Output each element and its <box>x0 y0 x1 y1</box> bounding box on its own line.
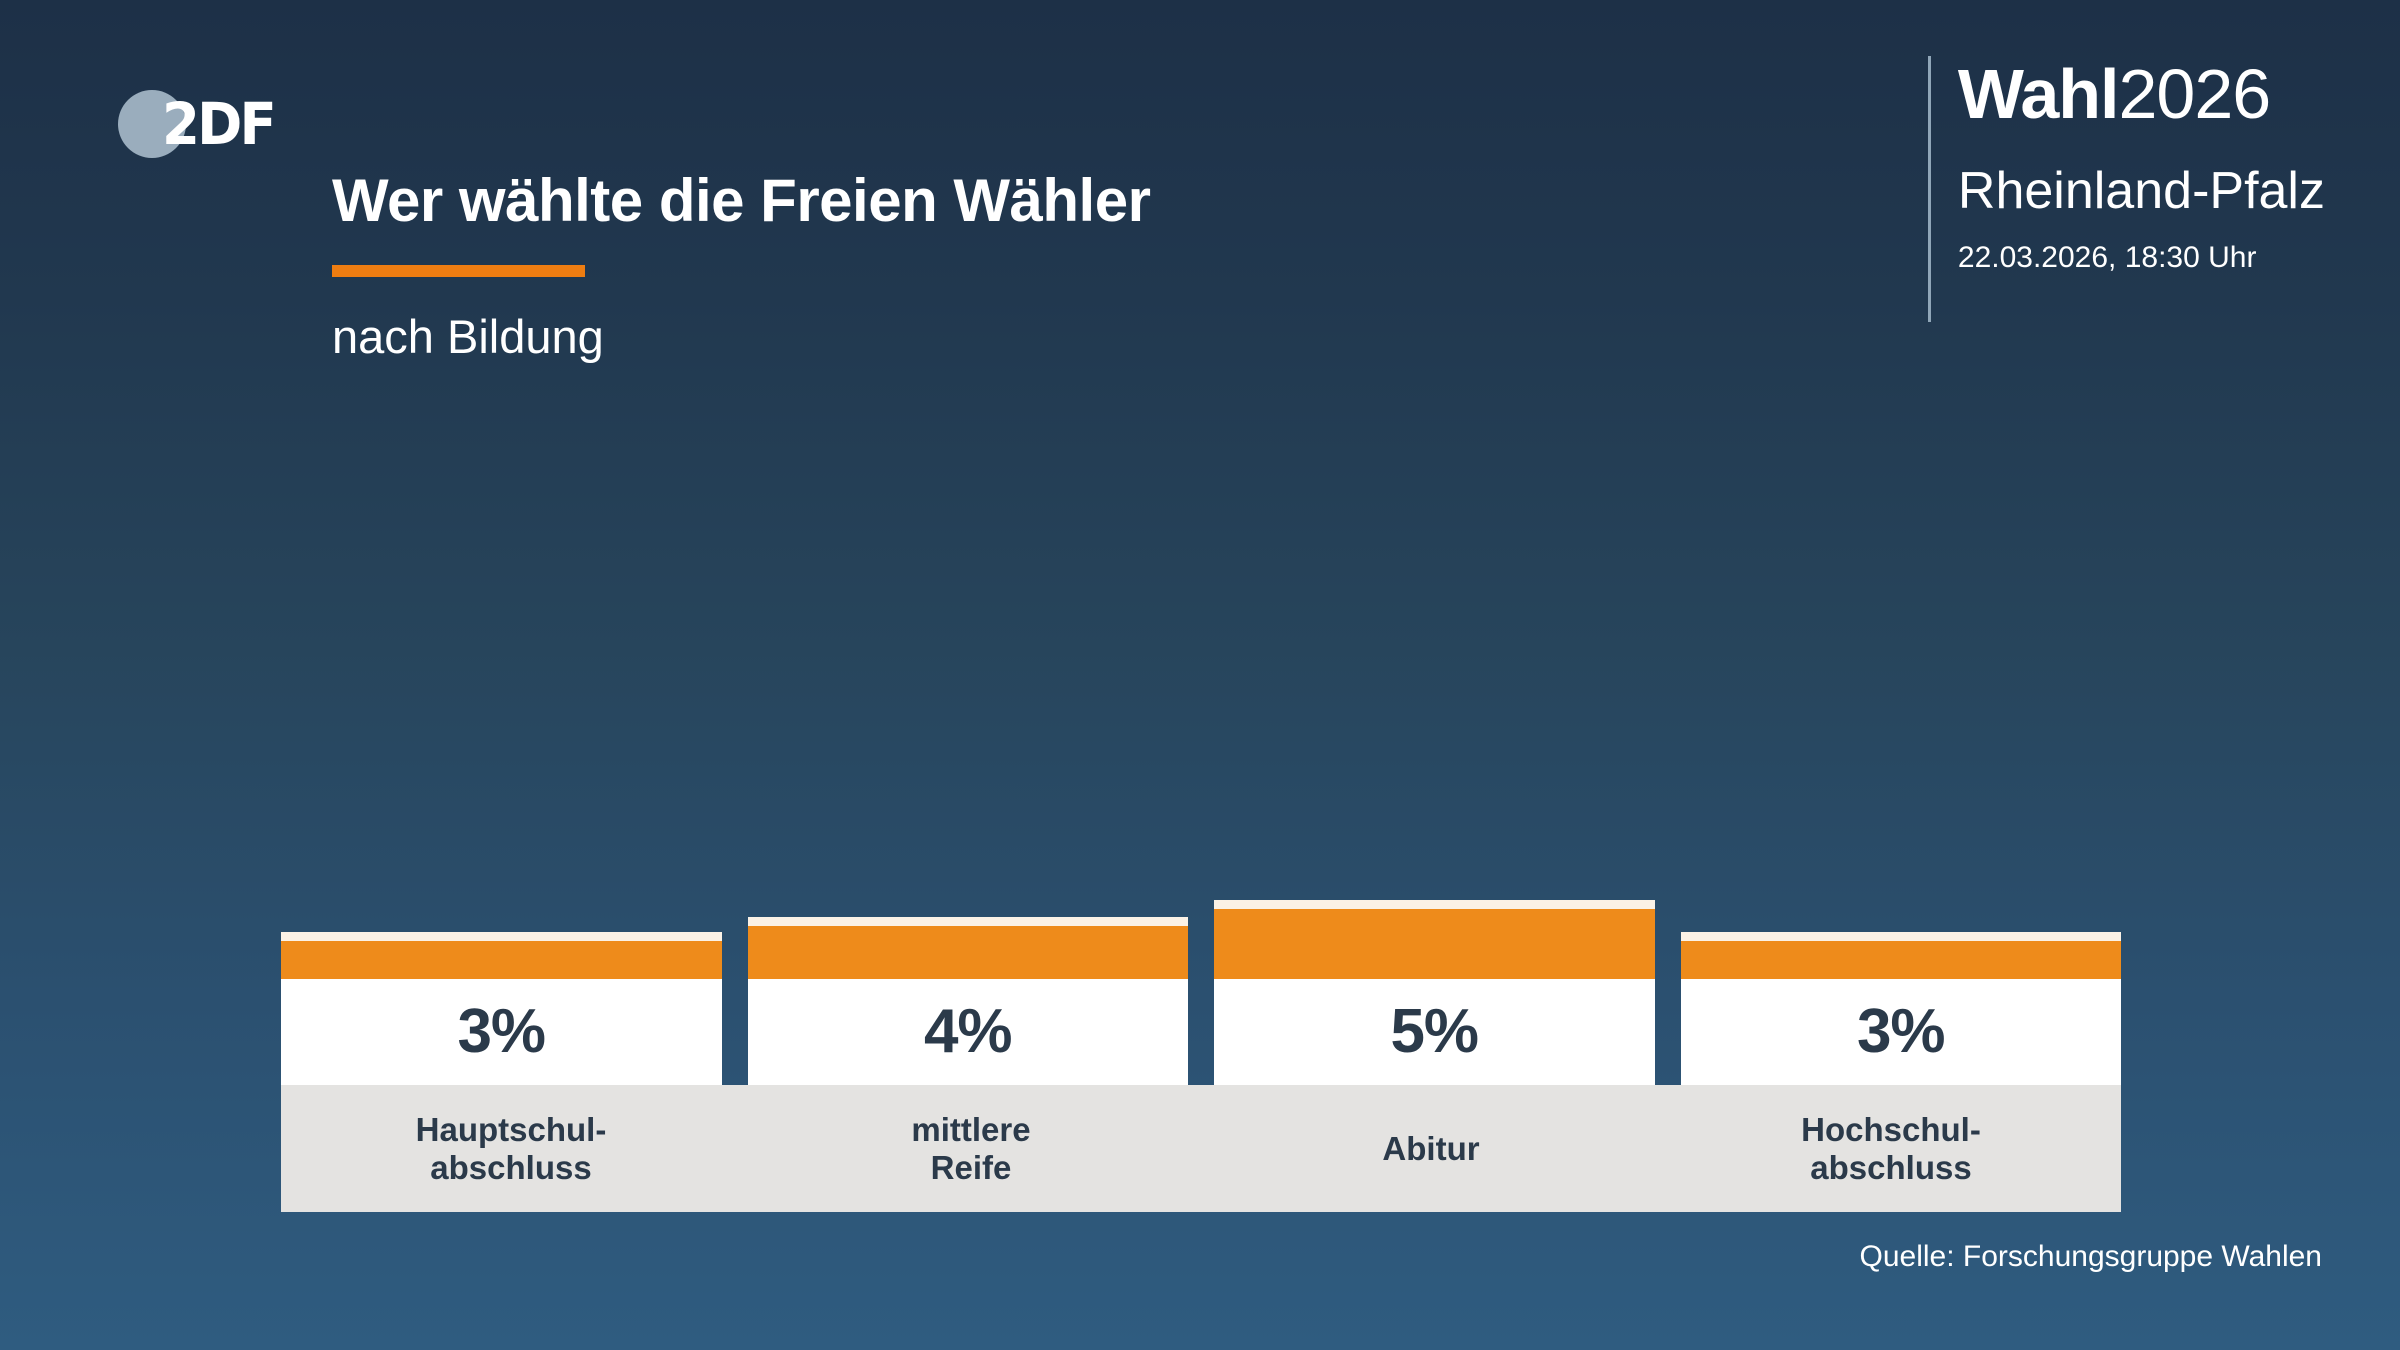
zdf-logo: 2DF <box>118 88 288 160</box>
bar-chart: 3% 4% 5% 3% Hauptsc <box>281 880 2121 1212</box>
bar-column: 4% <box>747 917 1188 1085</box>
bar-cap-highlight <box>281 932 722 941</box>
category-label: Abitur <box>1201 1085 1661 1212</box>
page-subtitle: nach Bildung <box>332 310 604 363</box>
category-labels-strip: Hauptschul- abschluss mittlere Reife Abi… <box>281 1085 2121 1212</box>
bar-cap-highlight <box>1680 932 2121 941</box>
badge-region: Rheinland-Pfalz <box>1957 162 2325 220</box>
headline-block: Wer wählte die Freien Wähler nach Bildun… <box>332 165 1151 365</box>
bar-column: 5% <box>1214 900 1655 1085</box>
zdf-logo-circle <box>118 90 186 158</box>
category-label: Hauptschul- abschluss <box>281 1085 741 1212</box>
bar-body: 4% <box>747 979 1188 1085</box>
badge-title-bold: Wahl <box>1957 55 2120 133</box>
category-label-line2: abschluss <box>430 1148 592 1186</box>
source-note: Quelle: Forschungsgruppe Wahlen <box>1859 1240 2322 1273</box>
bar-body: 3% <box>281 979 722 1085</box>
bar-body: 5% <box>1214 979 1655 1085</box>
bar-cap-orange <box>1680 941 2121 979</box>
bar-value-label: 3% <box>1856 997 1946 1066</box>
title-accent-rule <box>332 265 585 277</box>
bar-column: 3% <box>281 932 722 1085</box>
category-label: Hochschul- abschluss <box>1661 1085 2121 1212</box>
badge-divider <box>1927 56 1931 322</box>
category-label-line2: Reife <box>930 1148 1012 1186</box>
bar-value-label: 5% <box>1390 997 1479 1066</box>
election-badge: Wahl2026 Rheinland-Pfalz 22.03.2026, 18:… <box>1927 52 2325 322</box>
category-label-text: Hochschul- abschluss <box>1801 1111 1981 1187</box>
bar-column: 3% <box>1680 932 2121 1085</box>
bar-value-label: 4% <box>923 997 1013 1066</box>
category-label-line1: Hochschul- <box>1801 1110 1981 1148</box>
bar-value-label: 3% <box>457 997 546 1066</box>
bar-body: 3% <box>1680 979 2121 1085</box>
category-label-line2: abschluss <box>1810 1148 1972 1186</box>
badge-datetime: 22.03.2026, 18:30 Uhr <box>1957 241 2257 274</box>
bar-cap-highlight <box>747 917 1188 926</box>
zdf-logo-text: 2DF <box>162 90 277 158</box>
category-label-line1: mittlere <box>911 1110 1031 1148</box>
badge-title: Wahl2026 <box>1958 52 2325 156</box>
category-label-text: mittlere Reife <box>911 1111 1030 1187</box>
category-label-line1: Hauptschul- <box>415 1110 607 1148</box>
bar-cap-orange <box>281 941 722 979</box>
page-title: Wer wählte die Freien Wähler <box>332 167 1151 234</box>
bar-cap-highlight <box>1214 900 1655 909</box>
badge-title-year: 2026 <box>2118 55 2272 133</box>
category-label-line1: Abitur <box>1382 1129 1480 1167</box>
category-label: mittlere Reife <box>741 1085 1201 1212</box>
bar-chart-bars: 3% 4% 5% 3% <box>281 880 2121 1085</box>
bar-cap-orange <box>747 926 1188 979</box>
category-label-text: Abitur <box>1382 1130 1479 1168</box>
category-label-text: Hauptschul- abschluss <box>416 1111 607 1187</box>
bar-cap-orange <box>1214 909 1655 979</box>
